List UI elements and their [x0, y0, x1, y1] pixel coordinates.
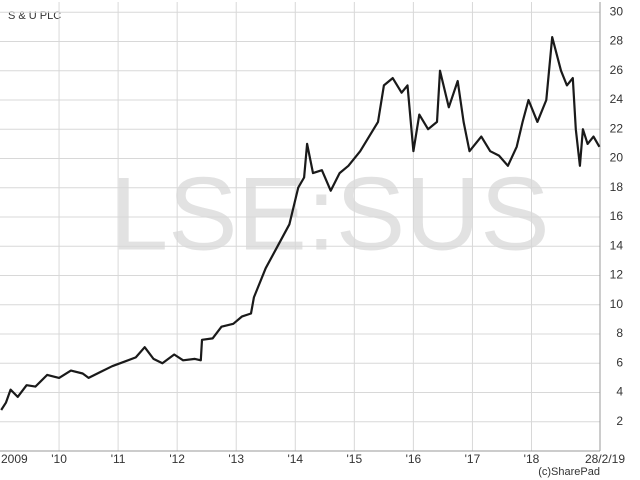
y-tick-label: 20 — [610, 151, 624, 165]
y-tick-label: 16 — [610, 209, 624, 223]
y-tick-label: 8 — [616, 326, 623, 340]
x-tick-label: '14 — [287, 452, 303, 466]
x-tick-label: 28/2/19 — [585, 452, 625, 466]
y-tick-label: 18 — [610, 180, 624, 194]
y-tick-label: 26 — [610, 63, 624, 77]
x-tick-label: '17 — [465, 452, 481, 466]
y-tick-label: 22 — [610, 121, 624, 135]
x-tick-label: '11 — [111, 452, 126, 466]
x-tick-label: 2009 — [1, 452, 28, 466]
x-tick-label: '13 — [228, 452, 244, 466]
x-tick-label: '15 — [347, 452, 363, 466]
x-tick-label: '16 — [406, 452, 422, 466]
y-tick-label: 30 — [610, 4, 624, 18]
x-tick-label: '10 — [51, 452, 67, 466]
x-tick-label: '18 — [524, 452, 540, 466]
y-tick-label: 12 — [610, 268, 624, 282]
y-tick-label: 4 — [616, 385, 623, 399]
chart-title: S & U PLC — [8, 10, 61, 22]
y-tick-label: 28 — [610, 34, 624, 48]
x-tick-label: '12 — [169, 452, 185, 466]
price-line — [0, 36, 601, 411]
y-tick-label: 2 — [616, 414, 623, 428]
y-tick-label: 6 — [616, 355, 623, 369]
y-tick-label: 10 — [610, 297, 624, 311]
y-tick-label: 24 — [610, 92, 624, 106]
watermark: LSE:SUS — [110, 156, 549, 272]
credit: (c)SharePad — [538, 466, 600, 478]
y-tick-label: 14 — [610, 238, 624, 252]
